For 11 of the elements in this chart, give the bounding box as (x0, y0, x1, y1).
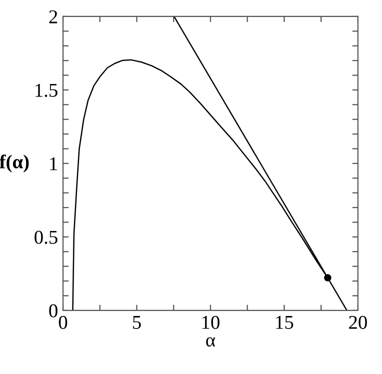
y-tick-label: 0.5 (34, 230, 58, 244)
y-tick-label: 0 (49, 304, 58, 318)
x-tick-label: 15 (276, 316, 294, 329)
y-tick-label: 1 (50, 157, 57, 170)
x-tick-label: 20 (349, 316, 367, 329)
x-axis-title: α (206, 337, 216, 347)
y-tick-label: 2 (49, 10, 58, 24)
y-tick-label: 1.5 (36, 84, 58, 97)
x-tick-label: 10 (202, 316, 220, 329)
x-tick-label: 5 (133, 316, 141, 329)
x-tick-label: 0 (58, 316, 68, 329)
